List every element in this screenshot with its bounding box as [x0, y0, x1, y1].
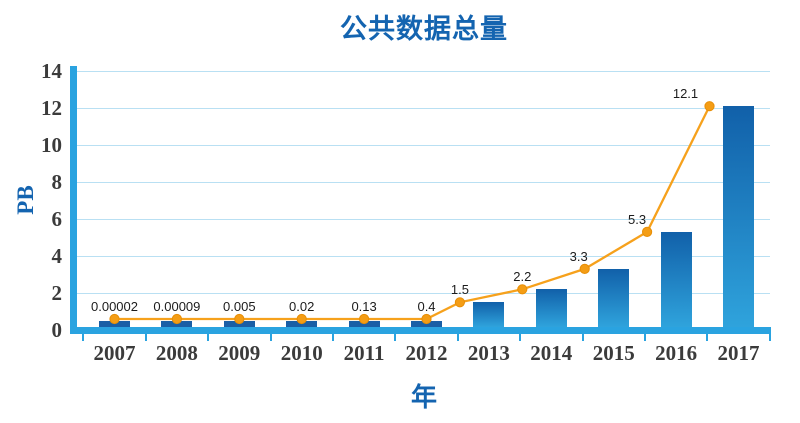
- bar-2008: [161, 321, 193, 327]
- x-tick-label: 2008: [155, 341, 198, 365]
- x-tick-label: 2016: [655, 341, 698, 365]
- data-label: 0.13: [351, 299, 377, 314]
- data-label: 5.3: [628, 211, 647, 227]
- x-tick-label: 2009: [218, 341, 261, 365]
- x-tick-label: 2010: [280, 341, 323, 365]
- x-tick: [394, 334, 397, 341]
- x-tick: [269, 334, 272, 341]
- data-label: 12.1: [672, 86, 699, 102]
- x-tick-label: 2013: [467, 341, 510, 365]
- bar-2013: [473, 302, 505, 327]
- gridline: [77, 108, 770, 109]
- line-marker: [454, 297, 465, 308]
- bar-2016: [660, 231, 692, 327]
- line-marker: [704, 101, 715, 112]
- x-tick-label: 2014: [530, 341, 573, 365]
- line-marker: [579, 263, 590, 274]
- bar-2011: [348, 321, 380, 327]
- x-tick: [519, 334, 522, 341]
- x-tick: [144, 334, 147, 341]
- gridline: [77, 219, 770, 220]
- bar-2015: [598, 268, 630, 327]
- bar-2012: [411, 321, 442, 327]
- x-tick: [706, 334, 709, 341]
- x-tick: [456, 334, 459, 341]
- gridline: [77, 145, 770, 146]
- x-tick-label: 2015: [592, 341, 635, 365]
- data-label: 2.2: [513, 269, 532, 285]
- data-label: 0.005: [223, 299, 256, 314]
- y-tick-label: 0: [51, 318, 63, 342]
- y-tick-label: 8: [51, 170, 63, 194]
- y-tick-label: 4: [51, 244, 63, 268]
- gridline: [77, 182, 770, 183]
- x-tick: [331, 334, 334, 341]
- y-axis-line: [70, 66, 77, 334]
- x-tick-label: 2007: [93, 341, 136, 365]
- bar-2007: [99, 321, 130, 327]
- x-tick: [643, 334, 646, 341]
- x-tick: [768, 334, 771, 341]
- chart-title: 公共数据总量: [340, 14, 508, 44]
- bar-2010: [286, 321, 318, 327]
- x-tick: [207, 334, 210, 341]
- data-label: 3.3: [569, 248, 588, 264]
- bar-2014: [535, 289, 567, 327]
- y-tick-label: 2: [51, 281, 63, 305]
- data-label: 1.5: [450, 282, 469, 298]
- x-tick: [581, 334, 584, 341]
- data-label: 0.00002: [91, 299, 138, 314]
- x-axis-title: 年: [410, 382, 437, 412]
- x-axis-line: [70, 327, 771, 334]
- x-tick: [82, 334, 85, 341]
- data-label: 0.00009: [153, 299, 201, 314]
- bar-2017: [723, 106, 754, 327]
- bar-2009: [223, 321, 255, 327]
- y-tick-label: 12: [41, 96, 62, 120]
- y-tick-label: 10: [41, 133, 62, 157]
- x-tick-label: 2012: [405, 341, 448, 365]
- data-label: 0.02: [289, 299, 315, 314]
- x-tick-label: 2017: [717, 341, 760, 365]
- y-tick-label: 14: [41, 59, 62, 83]
- data-label: 0.4: [417, 299, 436, 314]
- y-tick-label: 6: [51, 207, 63, 231]
- line-marker: [642, 226, 653, 237]
- gridline: [77, 71, 770, 72]
- x-tick-label: 2011: [343, 341, 385, 365]
